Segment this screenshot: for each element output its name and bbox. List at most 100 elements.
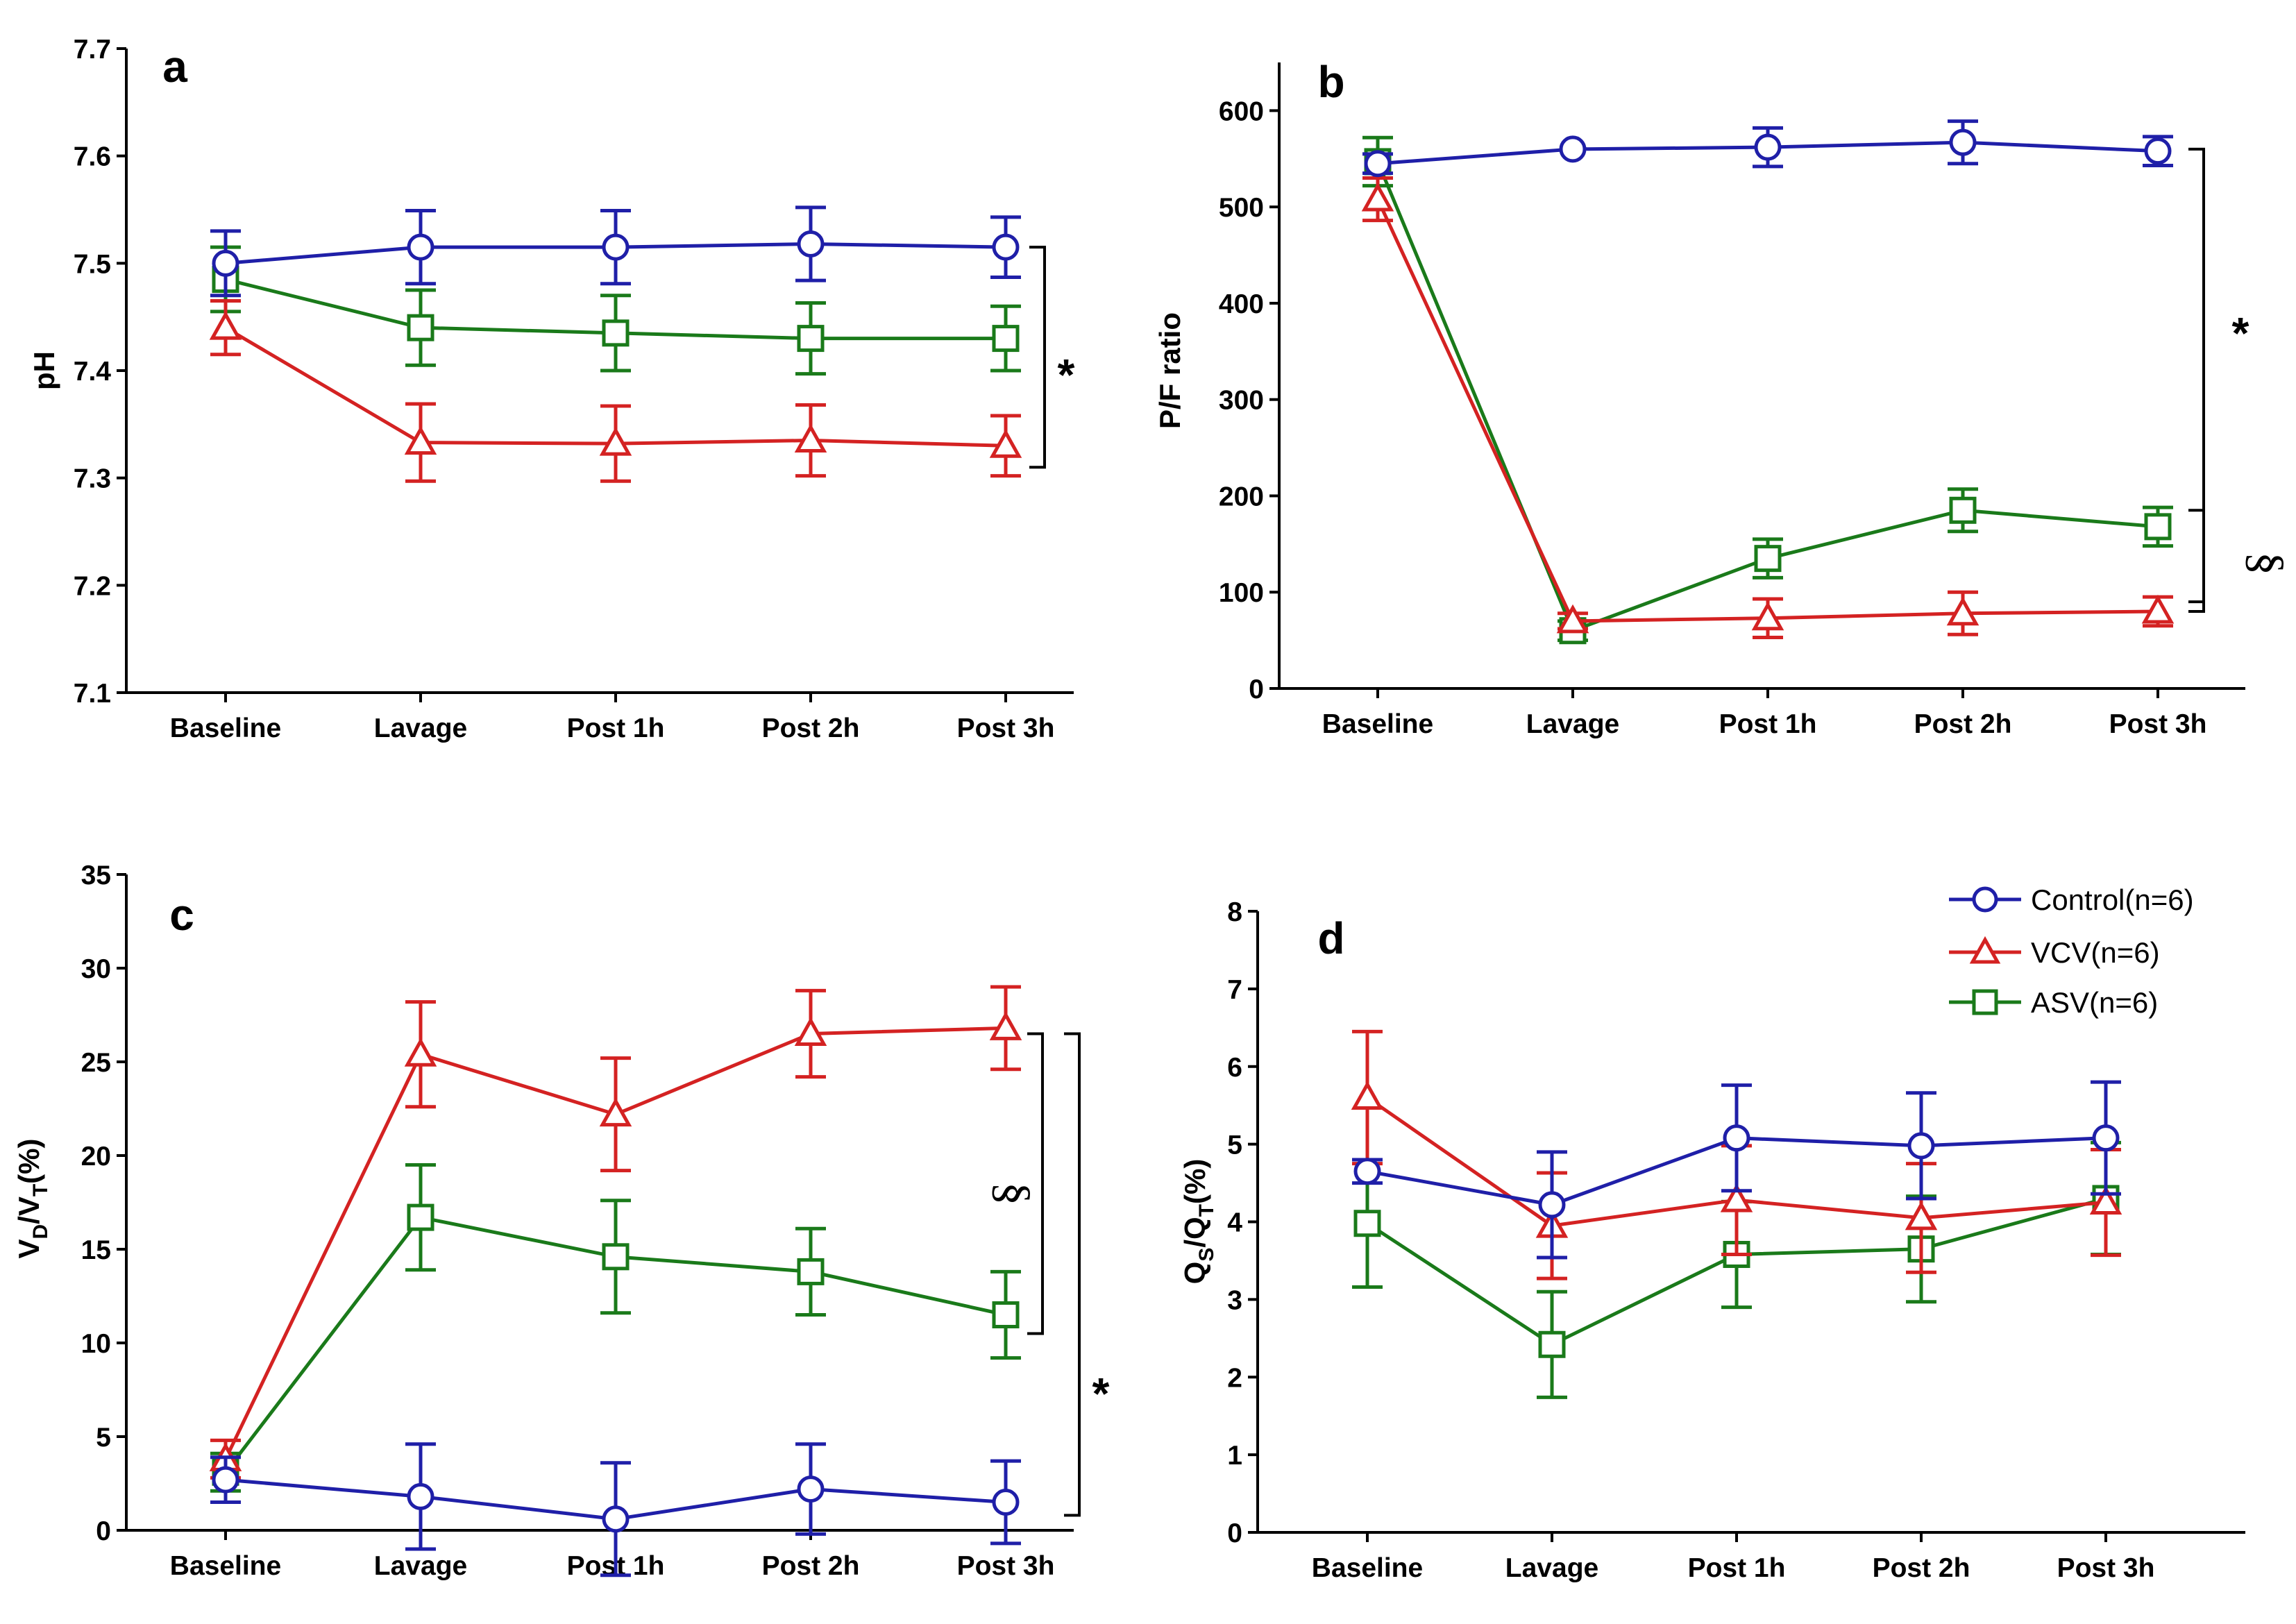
- bracket-line: [2188, 147, 2205, 604]
- y-tick-label: 0: [96, 1516, 111, 1546]
- data-point-vcv: [1751, 601, 1784, 631]
- data-point-control: [2144, 137, 2172, 165]
- data-point-asv: [797, 1258, 825, 1285]
- y-axis-title-part: D: [29, 1224, 52, 1240]
- significance-bracket: *: [1064, 1032, 1110, 1517]
- data-point-vcv: [794, 1017, 827, 1046]
- data-point-control: [1364, 150, 1392, 178]
- significance-section: §: [988, 1182, 1040, 1206]
- data-point-asv: [2144, 513, 2172, 541]
- data-point-asv: [1538, 1330, 1566, 1358]
- data-point-vcv: [404, 1038, 437, 1067]
- data-point-vcv: [2141, 594, 2175, 624]
- data-point-control: [992, 1489, 1020, 1516]
- y-axis-title-part: S: [1195, 1248, 1218, 1262]
- bracket-line: [2188, 509, 2205, 613]
- series-asv: [210, 245, 1021, 376]
- y-tick-label: 35: [81, 861, 111, 890]
- data-point-vcv: [989, 429, 1022, 458]
- data-point-control: [1949, 128, 1977, 156]
- data-point-control: [602, 1505, 630, 1533]
- data-point-control: [2092, 1124, 2120, 1152]
- panel-a: 7.1 7.2 7.3 7.4 7.5 7.6 7.7 Baseline Lavage Post …: [28, 35, 1075, 743]
- y-axis-title-part: T: [29, 1184, 52, 1196]
- data-point-control: [212, 249, 239, 277]
- data-point-vcv: [404, 425, 437, 455]
- data-point-control: [797, 230, 825, 257]
- y-axis-title-part: /V: [12, 1196, 45, 1224]
- data-point-vcv: [599, 1097, 632, 1127]
- data-point-vcv: [1351, 1081, 1384, 1110]
- y-tick-label: 15: [81, 1235, 111, 1265]
- y-tick-label: 100: [1219, 578, 1264, 608]
- x-tick-label: Post 1h: [1688, 1553, 1786, 1583]
- significance-bracket: §: [2188, 509, 2294, 613]
- data-point-asv: [407, 1203, 434, 1231]
- data-point-control: [1538, 1191, 1566, 1219]
- x-tick-label: Post 3h: [957, 713, 1055, 743]
- data-point-vcv: [1946, 596, 1980, 626]
- y-axis-title-part: T: [1195, 1204, 1218, 1217]
- data-point-control: [1754, 133, 1782, 161]
- data-point-control: [407, 1482, 434, 1510]
- legend: Control(n=6) VCV(n=6) ASV(n=6): [1949, 883, 2194, 1019]
- data-point-control: [1353, 1158, 1381, 1185]
- panel-letter: d: [1317, 913, 1344, 963]
- data-point-control: [1723, 1124, 1750, 1152]
- y-tick-label: 6: [1227, 1053, 1242, 1083]
- significance-section: §: [2241, 552, 2294, 575]
- y-tick-label: 5: [1227, 1131, 1242, 1160]
- data-point-vcv: [1905, 1201, 1938, 1230]
- y-axis-title-part: (%): [1179, 1159, 1211, 1204]
- x-tick-label: Post 2h: [762, 1551, 860, 1581]
- y-tick-label: 8: [1227, 897, 1242, 927]
- y-tick-label: 2: [1227, 1363, 1242, 1393]
- data-point-control: [407, 233, 434, 261]
- data-point-vcv: [1720, 1183, 1753, 1212]
- data-point-asv: [1949, 496, 1977, 524]
- x-tick-label: Post 1h: [567, 713, 665, 743]
- y-axis-title: P/F ratio: [1154, 312, 1186, 429]
- data-point-asv: [992, 325, 1020, 353]
- legend-label-vcv: VCV(n=6): [2031, 936, 2160, 969]
- significance-bracket: *: [1029, 246, 1075, 469]
- data-point-vcv: [989, 1011, 1022, 1040]
- series-control: [210, 205, 1021, 298]
- significance-bracket: *: [2188, 147, 2249, 604]
- y-tick-label: 20: [81, 1142, 111, 1172]
- y-axis-title: QS/QT(%): [1179, 1159, 1218, 1285]
- y-tick-label: 5: [96, 1423, 111, 1453]
- y-tick-label: 600: [1219, 96, 1264, 126]
- series-asv: [210, 1163, 1021, 1493]
- y-tick-label: 7: [1227, 975, 1242, 1005]
- series-control: [1362, 119, 2173, 178]
- data-point-vcv: [794, 423, 827, 453]
- y-tick-label: 7.7: [74, 35, 111, 65]
- series-vcv: [209, 298, 1022, 483]
- series-asv: [1362, 135, 2173, 645]
- x-tick-label: Post 2h: [1873, 1553, 1970, 1583]
- data-point-vcv: [599, 427, 632, 456]
- y-tick-label: 7.4: [74, 357, 112, 387]
- y-tick-label: 10: [81, 1329, 111, 1359]
- significance-star: *: [2232, 308, 2249, 358]
- data-point-control: [1907, 1132, 1935, 1160]
- data-point-vcv: [209, 311, 242, 340]
- bracket-line: [1027, 1032, 1044, 1335]
- y-tick-label: 500: [1219, 193, 1264, 223]
- series-control: [1352, 1080, 2121, 1260]
- data-point-vcv: [2089, 1185, 2122, 1215]
- y-tick-label: 4: [1227, 1208, 1242, 1238]
- x-tick-label: Lavage: [374, 1551, 467, 1581]
- panel-b: 0 100 200 300 400 500 600 Baseline Lavage Post 1h…: [1154, 57, 2294, 739]
- y-tick-label: 1: [1227, 1441, 1242, 1471]
- data-point-asv: [797, 325, 825, 353]
- data-point-asv: [407, 314, 434, 341]
- data-point-vcv: [1361, 182, 1394, 212]
- series-vcv: [1361, 176, 2175, 639]
- y-tick-label: 30: [81, 954, 111, 984]
- y-axis-title-part: (%): [12, 1138, 45, 1183]
- y-axis-title-part: Q: [1179, 1262, 1211, 1285]
